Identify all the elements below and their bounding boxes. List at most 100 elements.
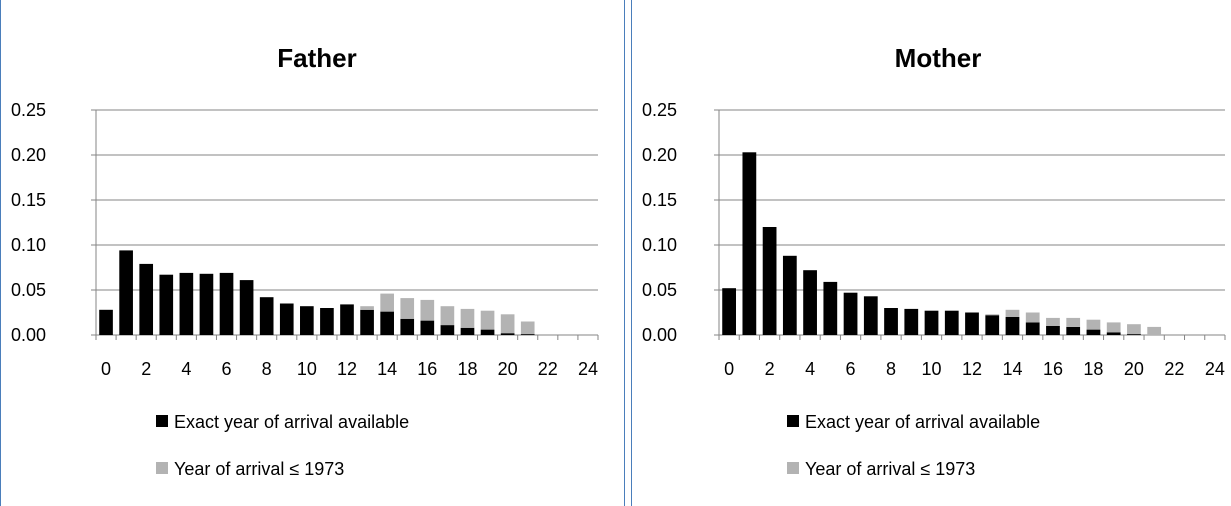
mother-y-tick-label: 0.00 <box>642 325 677 345</box>
father-chart-title: Father <box>277 43 356 73</box>
father-bar-before-1973 <box>520 321 535 335</box>
father-bar-exact <box>279 303 294 335</box>
father-bar-exact <box>300 306 314 335</box>
father-bar-exact <box>420 320 435 335</box>
father-x-tick-label: 18 <box>457 359 477 379</box>
father-bar-exact <box>99 309 113 335</box>
father-bar-exact <box>500 333 515 335</box>
mother-bar-exact <box>782 255 797 335</box>
mother-bar-exact <box>924 310 939 335</box>
father-legend-label: Exact year of arrival available <box>174 412 409 432</box>
mother-bar-exact <box>742 152 757 335</box>
mother-bar-exact <box>965 312 979 335</box>
father-bar-before-1973 <box>500 314 515 334</box>
father-bar-exact <box>199 273 214 335</box>
mother-y-tick-label: 0.10 <box>642 235 677 255</box>
father-bar-exact <box>480 329 495 335</box>
father-bar-exact <box>440 325 455 335</box>
father-legend-swatch <box>156 462 168 474</box>
father-bar-exact <box>520 334 535 335</box>
father-bar-before-1973 <box>440 306 455 326</box>
father-bar-exact <box>340 304 354 335</box>
father-bar-exact <box>219 272 234 335</box>
mother-bar-exact <box>843 292 858 335</box>
mother-legend-swatch <box>787 415 799 427</box>
mother-x-tick-label: 12 <box>962 359 982 379</box>
mother-bar-before-1973 <box>1127 324 1141 335</box>
father-bar-exact <box>400 318 415 335</box>
father-bar-exact <box>259 297 274 335</box>
father-bar-exact <box>239 280 254 335</box>
mother-bar-exact <box>803 270 817 335</box>
father-bar-before-1973 <box>420 299 435 321</box>
father-bar-before-1973 <box>480 310 495 330</box>
mother-bar-exact <box>944 310 959 335</box>
mother-bar-exact <box>1005 317 1020 335</box>
mother-bar-before-1973 <box>1025 312 1040 323</box>
mother-legend-label: Year of arrival ≤ 1973 <box>805 459 975 479</box>
mother-x-tick-label: 0 <box>724 359 734 379</box>
father-bar-exact <box>179 272 194 335</box>
mother-bar-before-1973 <box>1046 317 1060 326</box>
mother-x-tick-label: 18 <box>1083 359 1103 379</box>
father-bar-exact <box>460 327 475 335</box>
mother-bar-exact <box>1025 322 1040 335</box>
father-x-tick-label: 20 <box>498 359 518 379</box>
mother-bar-before-1973 <box>1106 322 1121 333</box>
mother-bar-exact <box>904 308 919 335</box>
father-x-tick-label: 16 <box>417 359 437 379</box>
father-bar-before-1973 <box>380 293 394 312</box>
mother-bar-before-1973 <box>985 314 1000 316</box>
mother-bar-before-1973 <box>1086 319 1101 330</box>
mother-x-tick-label: 16 <box>1043 359 1063 379</box>
father-bar-exact <box>139 263 154 335</box>
father-y-tick-label: 0.15 <box>11 190 46 210</box>
mother-chart-title: Mother <box>895 43 982 73</box>
father-bar-exact <box>360 309 374 335</box>
mother-x-tick-label: 2 <box>765 359 775 379</box>
father-x-tick-label: 22 <box>538 359 558 379</box>
father-x-tick-label: 12 <box>337 359 357 379</box>
father-x-tick-label: 2 <box>141 359 151 379</box>
father-legend-label: Year of arrival ≤ 1973 <box>174 459 344 479</box>
mother-x-tick-label: 4 <box>805 359 815 379</box>
mother-bar-exact <box>884 308 898 335</box>
father-legend-swatch <box>156 415 168 427</box>
father-x-tick-label: 8 <box>262 359 272 379</box>
mother-x-tick-label: 14 <box>1002 359 1022 379</box>
mother-legend-label: Exact year of arrival available <box>805 412 1040 432</box>
father-x-tick-label: 6 <box>222 359 232 379</box>
mother-bar-exact <box>823 281 838 335</box>
father-bar-exact <box>320 308 334 335</box>
father-x-tick-label: 4 <box>181 359 191 379</box>
mother-bar-before-1973 <box>1066 317 1081 327</box>
mother-bar-exact <box>1046 326 1060 335</box>
father-x-tick-label: 10 <box>297 359 317 379</box>
father-bar-exact <box>119 250 133 335</box>
father-x-tick-label: 14 <box>377 359 397 379</box>
father-y-tick-label: 0.20 <box>11 145 46 165</box>
mother-bar-exact <box>863 296 878 335</box>
father-y-tick-label: 0.00 <box>11 325 46 345</box>
mother-x-tick-label: 20 <box>1124 359 1144 379</box>
mother-x-tick-label: 8 <box>886 359 896 379</box>
mother-bar-exact <box>722 288 737 335</box>
mother-x-tick-label: 22 <box>1164 359 1184 379</box>
mother-bar-exact <box>1086 329 1101 335</box>
mother-y-tick-label: 0.25 <box>642 100 677 120</box>
mother-bar-exact <box>762 227 777 335</box>
mother-x-tick-label: 6 <box>846 359 856 379</box>
mother-bar-before-1973 <box>1005 309 1020 317</box>
mother-chart-panel: Mother 0.00 0.05 0.10 0.15 0.20 0.25 0 2 4 6 8 10 12 1… <box>631 0 1231 506</box>
father-bar-before-1973 <box>360 306 374 310</box>
mother-x-tick-label: 24 <box>1205 359 1225 379</box>
father-y-tick-label: 0.10 <box>11 235 46 255</box>
mother-bar-exact <box>1127 334 1141 335</box>
mother-y-tick-label: 0.15 <box>642 190 677 210</box>
father-bar-exact <box>159 274 174 335</box>
father-bar-exact <box>380 311 394 335</box>
mother-legend-swatch <box>787 462 799 474</box>
father-x-tick-label: 24 <box>578 359 598 379</box>
